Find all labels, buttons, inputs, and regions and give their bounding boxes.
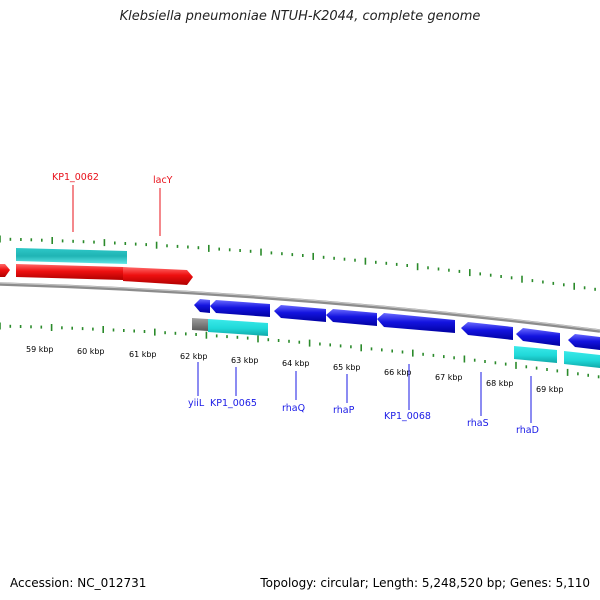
scale-label-61: 61 kbp — [129, 350, 157, 359]
gene-label-yiil[interactable]: yiiL — [188, 362, 205, 409]
gene-label-kp1-0062[interactable]: KP1_0062 — [52, 172, 99, 232]
upper-tick-track — [0, 235, 596, 291]
forward-gene-lacy — [123, 267, 193, 285]
cyan-feature-lower-1 — [208, 319, 268, 336]
cyan-feature-lower-3 — [564, 351, 600, 368]
gene-label-rhad[interactable]: rhaD — [516, 376, 539, 436]
scale-label-62: 62 kbp — [180, 352, 208, 361]
scale-label-63: 63 kbp — [231, 356, 259, 365]
gene-label-lacy[interactable]: lacY — [153, 175, 173, 236]
cyan-feature-lower-2 — [514, 346, 557, 363]
lower-tick-track — [0, 322, 600, 379]
svg-text:rhaP: rhaP — [333, 405, 355, 416]
map-title: Klebsiella pneumoniae NTUH-K2044, comple… — [119, 9, 481, 24]
svg-text:KP1_0062: KP1_0062 — [52, 172, 99, 183]
svg-text:lacY: lacY — [153, 175, 173, 186]
gene-label-kp1-0065[interactable]: KP1_0065 — [210, 367, 257, 409]
svg-text:yiiL: yiiL — [188, 398, 205, 409]
scale-label-66: 66 kbp — [384, 368, 412, 377]
svg-text:KP1_0065: KP1_0065 — [210, 398, 257, 409]
gene-label-rhaq[interactable]: rhaQ — [282, 371, 305, 414]
forward-gene-left-edge — [0, 264, 10, 277]
scale-label-68: 68 kbp — [486, 379, 514, 388]
reverse-gene-rhad — [516, 328, 560, 346]
scale-label-69: 69 kbp — [536, 385, 564, 394]
gene-label-kp1-0068[interactable]: KP1_0068 — [384, 364, 431, 422]
reverse-gene-kp1-0065 — [210, 300, 270, 317]
reverse-gene-kp1-0068 — [377, 313, 455, 333]
forward-gene-kp1-0062 — [16, 264, 123, 280]
scale-label-59: 59 kbp — [26, 345, 54, 354]
topology-label: Topology: circular; Length: 5,248,520 bp… — [260, 576, 590, 590]
svg-text:rhaQ: rhaQ — [282, 403, 305, 414]
svg-text:rhaS: rhaS — [467, 418, 489, 429]
svg-text:KP1_0068: KP1_0068 — [384, 411, 431, 422]
svg-text:rhaD: rhaD — [516, 425, 539, 436]
gray-feature — [192, 318, 208, 331]
genome-backbone — [0, 282, 600, 333]
reverse-gene-rhap — [326, 309, 377, 326]
scale-label-65: 65 kbp — [333, 363, 361, 372]
reverse-gene-rhas — [461, 322, 513, 340]
reverse-gene-yiil — [194, 299, 210, 313]
reverse-gene-right-edge — [568, 334, 600, 350]
reverse-gene-rhaq — [274, 305, 326, 322]
gene-label-rhap[interactable]: rhaP — [333, 374, 355, 416]
scale-label-67: 67 kbp — [435, 373, 463, 382]
scale-label-64: 64 kbp — [282, 359, 310, 368]
accession-label: Accession: NC_012731 — [10, 576, 147, 590]
scale-label-60: 60 kbp — [77, 347, 105, 356]
cyan-feature-upper — [16, 248, 127, 264]
gene-label-rhas[interactable]: rhaS — [467, 372, 489, 429]
